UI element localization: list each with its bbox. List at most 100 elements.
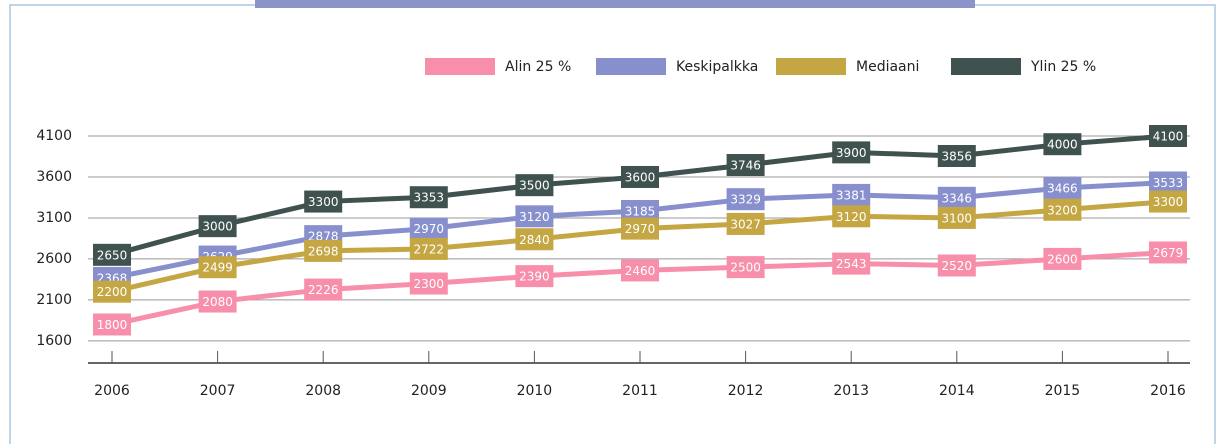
value-label: 3200 bbox=[1047, 203, 1078, 217]
value-label-box bbox=[832, 183, 871, 206]
value-label: 3600 bbox=[625, 170, 656, 184]
x-tick-label: 2013 bbox=[833, 383, 869, 399]
value-label-box bbox=[304, 278, 343, 301]
value-label-box bbox=[832, 141, 871, 164]
value-label: 2390 bbox=[519, 270, 550, 284]
value-label: 3300 bbox=[308, 195, 339, 209]
value-label: 2698 bbox=[308, 244, 339, 258]
value-label-box bbox=[1149, 190, 1187, 213]
value-label: 2600 bbox=[1047, 252, 1078, 266]
value-label-box bbox=[621, 165, 659, 188]
value-label: 4000 bbox=[1047, 138, 1078, 152]
value-label: 3300 bbox=[1153, 195, 1184, 209]
value-label-box bbox=[832, 205, 871, 228]
y-tick-label: 3600 bbox=[36, 169, 72, 185]
value-label: 2460 bbox=[625, 264, 656, 278]
value-label: 3900 bbox=[836, 146, 867, 160]
x-tick-label: 2016 bbox=[1150, 383, 1186, 399]
value-label-box bbox=[621, 199, 659, 222]
value-label: 2543 bbox=[836, 257, 867, 271]
value-label-box bbox=[304, 239, 343, 262]
value-label: 2650 bbox=[97, 248, 128, 262]
legend-label: Ylin 25 % bbox=[1030, 59, 1096, 75]
value-label-box bbox=[832, 252, 871, 275]
x-tick-label: 2008 bbox=[305, 383, 341, 399]
x-tick-label: 2012 bbox=[728, 383, 764, 399]
legend-swatch bbox=[951, 58, 1021, 75]
value-label: 2520 bbox=[942, 259, 973, 273]
value-label-box bbox=[621, 217, 659, 240]
x-tick-label: 2011 bbox=[622, 383, 658, 399]
value-label-box bbox=[937, 144, 976, 167]
value-label-box bbox=[1043, 247, 1082, 270]
x-tick-label: 2015 bbox=[1045, 383, 1081, 399]
value-label: 2200 bbox=[97, 285, 128, 299]
value-label: 3466 bbox=[1047, 181, 1078, 195]
legend-label: Mediaani bbox=[856, 59, 919, 75]
value-label-box bbox=[937, 254, 976, 277]
value-label: 2970 bbox=[625, 222, 656, 236]
x-tick-label: 2010 bbox=[517, 383, 553, 399]
value-label-box bbox=[304, 190, 343, 213]
value-label-box bbox=[515, 174, 554, 197]
value-label: 2722 bbox=[414, 242, 445, 256]
value-label-box bbox=[198, 215, 237, 238]
value-label-box bbox=[515, 228, 554, 251]
y-tick-label: 4100 bbox=[36, 128, 72, 144]
header-bar bbox=[255, 0, 975, 8]
value-label: 2679 bbox=[1153, 246, 1184, 260]
value-label-box bbox=[198, 256, 237, 279]
value-label: 2499 bbox=[202, 261, 233, 275]
value-label: 3000 bbox=[202, 220, 233, 234]
x-tick-label: 2014 bbox=[939, 383, 975, 399]
value-label: 3381 bbox=[836, 188, 867, 202]
value-label-box bbox=[93, 313, 131, 336]
value-label: 3353 bbox=[414, 191, 445, 205]
value-label-box bbox=[1043, 133, 1082, 156]
x-tick-label: 2006 bbox=[94, 383, 130, 399]
value-label-box bbox=[1043, 176, 1082, 199]
value-label: 3100 bbox=[942, 211, 973, 225]
value-label-box bbox=[93, 243, 131, 266]
y-tick-label: 2100 bbox=[36, 292, 72, 308]
value-label-box bbox=[1149, 171, 1187, 194]
value-label: 3329 bbox=[730, 193, 761, 207]
value-label-box bbox=[1149, 125, 1187, 147]
value-label-box bbox=[1149, 241, 1187, 264]
value-label-box bbox=[515, 265, 554, 288]
value-label: 2970 bbox=[414, 222, 445, 236]
value-label-box bbox=[515, 205, 554, 228]
value-label-box bbox=[726, 188, 765, 211]
value-label-box bbox=[726, 256, 765, 279]
value-label-box bbox=[409, 237, 448, 260]
x-tick-label: 2007 bbox=[200, 383, 236, 399]
value-label: 3500 bbox=[519, 179, 550, 193]
value-label: 3533 bbox=[1153, 176, 1184, 190]
value-label: 4100 bbox=[1153, 130, 1184, 144]
legend-swatch bbox=[425, 58, 495, 75]
value-label: 2300 bbox=[414, 277, 445, 291]
value-label-box bbox=[409, 217, 448, 240]
value-label-box bbox=[726, 212, 765, 235]
y-tick-label: 3100 bbox=[36, 210, 72, 226]
value-label: 2840 bbox=[519, 233, 550, 247]
value-label-box bbox=[93, 280, 131, 303]
value-label: 3346 bbox=[942, 191, 973, 205]
value-label-box bbox=[409, 272, 448, 295]
value-label: 1800 bbox=[97, 318, 128, 332]
legend-swatch bbox=[776, 58, 846, 75]
value-label-box bbox=[1043, 198, 1082, 221]
value-label-box bbox=[198, 290, 237, 313]
value-label-box bbox=[937, 186, 976, 209]
value-label-box bbox=[621, 259, 659, 282]
value-label: 3120 bbox=[836, 210, 867, 224]
value-label: 2500 bbox=[730, 261, 761, 275]
value-label-box bbox=[409, 186, 448, 209]
value-label: 3027 bbox=[730, 217, 761, 231]
legend-swatch bbox=[596, 58, 666, 75]
value-label: 3856 bbox=[942, 149, 973, 163]
value-label: 3185 bbox=[625, 204, 656, 218]
value-label: 2226 bbox=[308, 283, 339, 297]
